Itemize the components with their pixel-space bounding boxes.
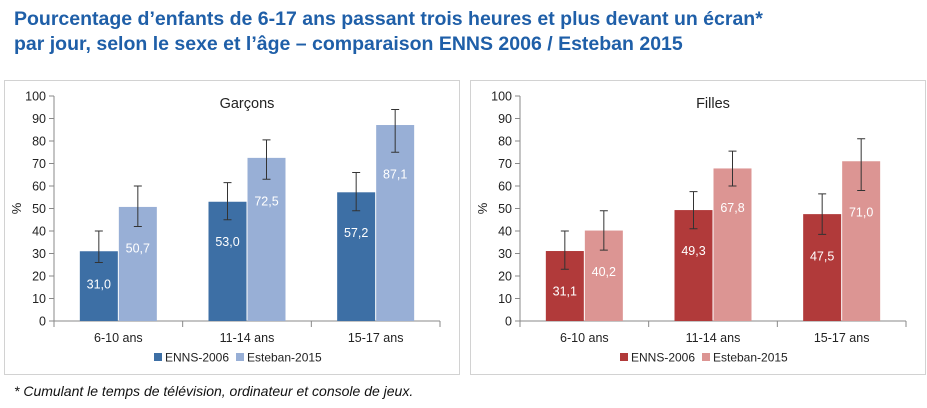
filles-data-label: 40,2 [592,265,616,279]
garcons-y-tick-label: 20 [32,270,46,284]
chart-garcons: Garçons 0 10 20 30 40 50 60 70 80 90 100% 6-10 ans 31… [4,80,460,375]
filles-legend-label: Esteban-2015 [713,351,788,365]
filles-y-tick-label: 0 [505,315,512,329]
garcons-category-label: 15-17 ans [348,331,404,345]
filles-data-label: 31,1 [553,284,577,298]
filles-legend-label: ENNS-2006 [631,351,695,365]
chart-filles: Filles 0 10 20 30 40 50 60 70 80 90 100% 6-10 ans 31,… [470,80,926,375]
filles-y-tick-label: 50 [498,202,512,216]
filles-y-tick-label: 100 [491,90,512,104]
garcons-category-label: 6-10 ans [94,331,143,345]
garcons-bar [376,125,415,322]
garcons-y-tick-label: 70 [32,157,46,171]
garcons-y-tick-label: 0 [39,315,46,329]
garcons-bar [208,201,247,321]
filles-legend-swatch [702,353,710,361]
garcons-y-tick-label: 60 [32,180,46,194]
garcons-y-tick-label: 100 [25,90,46,104]
garcons-legend-label: ENNS-2006 [165,351,229,365]
filles-y-tick-label: 10 [498,292,512,306]
title-line-2: par jour, selon le sexe et l’âge – compa… [14,33,683,55]
filles-y-tick-label: 60 [498,180,512,194]
filles-y-tick-label: 40 [498,225,512,239]
garcons-title: Garçons [220,96,275,112]
filles-data-label: 47,5 [810,249,834,263]
garcons-data-label: 53,0 [215,235,239,249]
garcons-y-axis-label: % [9,202,24,214]
filles-title: Filles [696,96,730,112]
title-line-1: Pourcentage d’enfants de 6-17 ans passan… [14,8,763,30]
filles-y-tick-label: 30 [498,247,512,261]
garcons-data-label: 31,0 [87,278,111,292]
filles-legend-swatch [620,353,628,361]
garcons-data-label: 57,2 [344,226,368,240]
filles-y-tick-label: 90 [498,112,512,126]
filles-y-axis-label: % [475,202,490,214]
filles-data-label: 71,0 [849,206,873,220]
garcons-legend-label: Esteban-2015 [247,351,322,365]
garcons-bar [247,157,286,321]
garcons-y-tick-label: 30 [32,247,46,261]
page-title: Pourcentage d’enfants de 6-17 ans passan… [14,7,914,57]
filles-bar [713,168,752,321]
garcons-legend-swatch [236,353,244,361]
garcons-y-tick-label: 90 [32,112,46,126]
garcons-category-label: 11-14 ans [220,331,275,345]
garcons-y-tick-label: 40 [32,225,46,239]
footnote: * Cumulant le temps de télévision, ordin… [14,383,414,399]
filles-y-tick-label: 70 [498,157,512,171]
garcons-y-tick-label: 10 [32,292,46,306]
garcons-y-tick-label: 50 [32,202,46,216]
garcons-y-tick-label: 80 [32,135,46,149]
filles-category-label: 15-17 ans [814,331,870,345]
filles-category-label: 11-14 ans [686,331,741,345]
filles-y-tick-label: 80 [498,135,512,149]
garcons-data-label: 50,7 [126,242,150,256]
filles-y-tick-label: 20 [498,270,512,284]
garcons-data-label: 72,5 [254,194,278,208]
garcons-data-label: 87,1 [383,167,407,181]
filles-data-label: 67,8 [720,201,744,215]
filles-category-label: 6-10 ans [560,331,609,345]
garcons-legend-swatch [154,353,162,361]
garcons-bar [337,192,376,321]
filles-data-label: 49,3 [681,244,705,258]
